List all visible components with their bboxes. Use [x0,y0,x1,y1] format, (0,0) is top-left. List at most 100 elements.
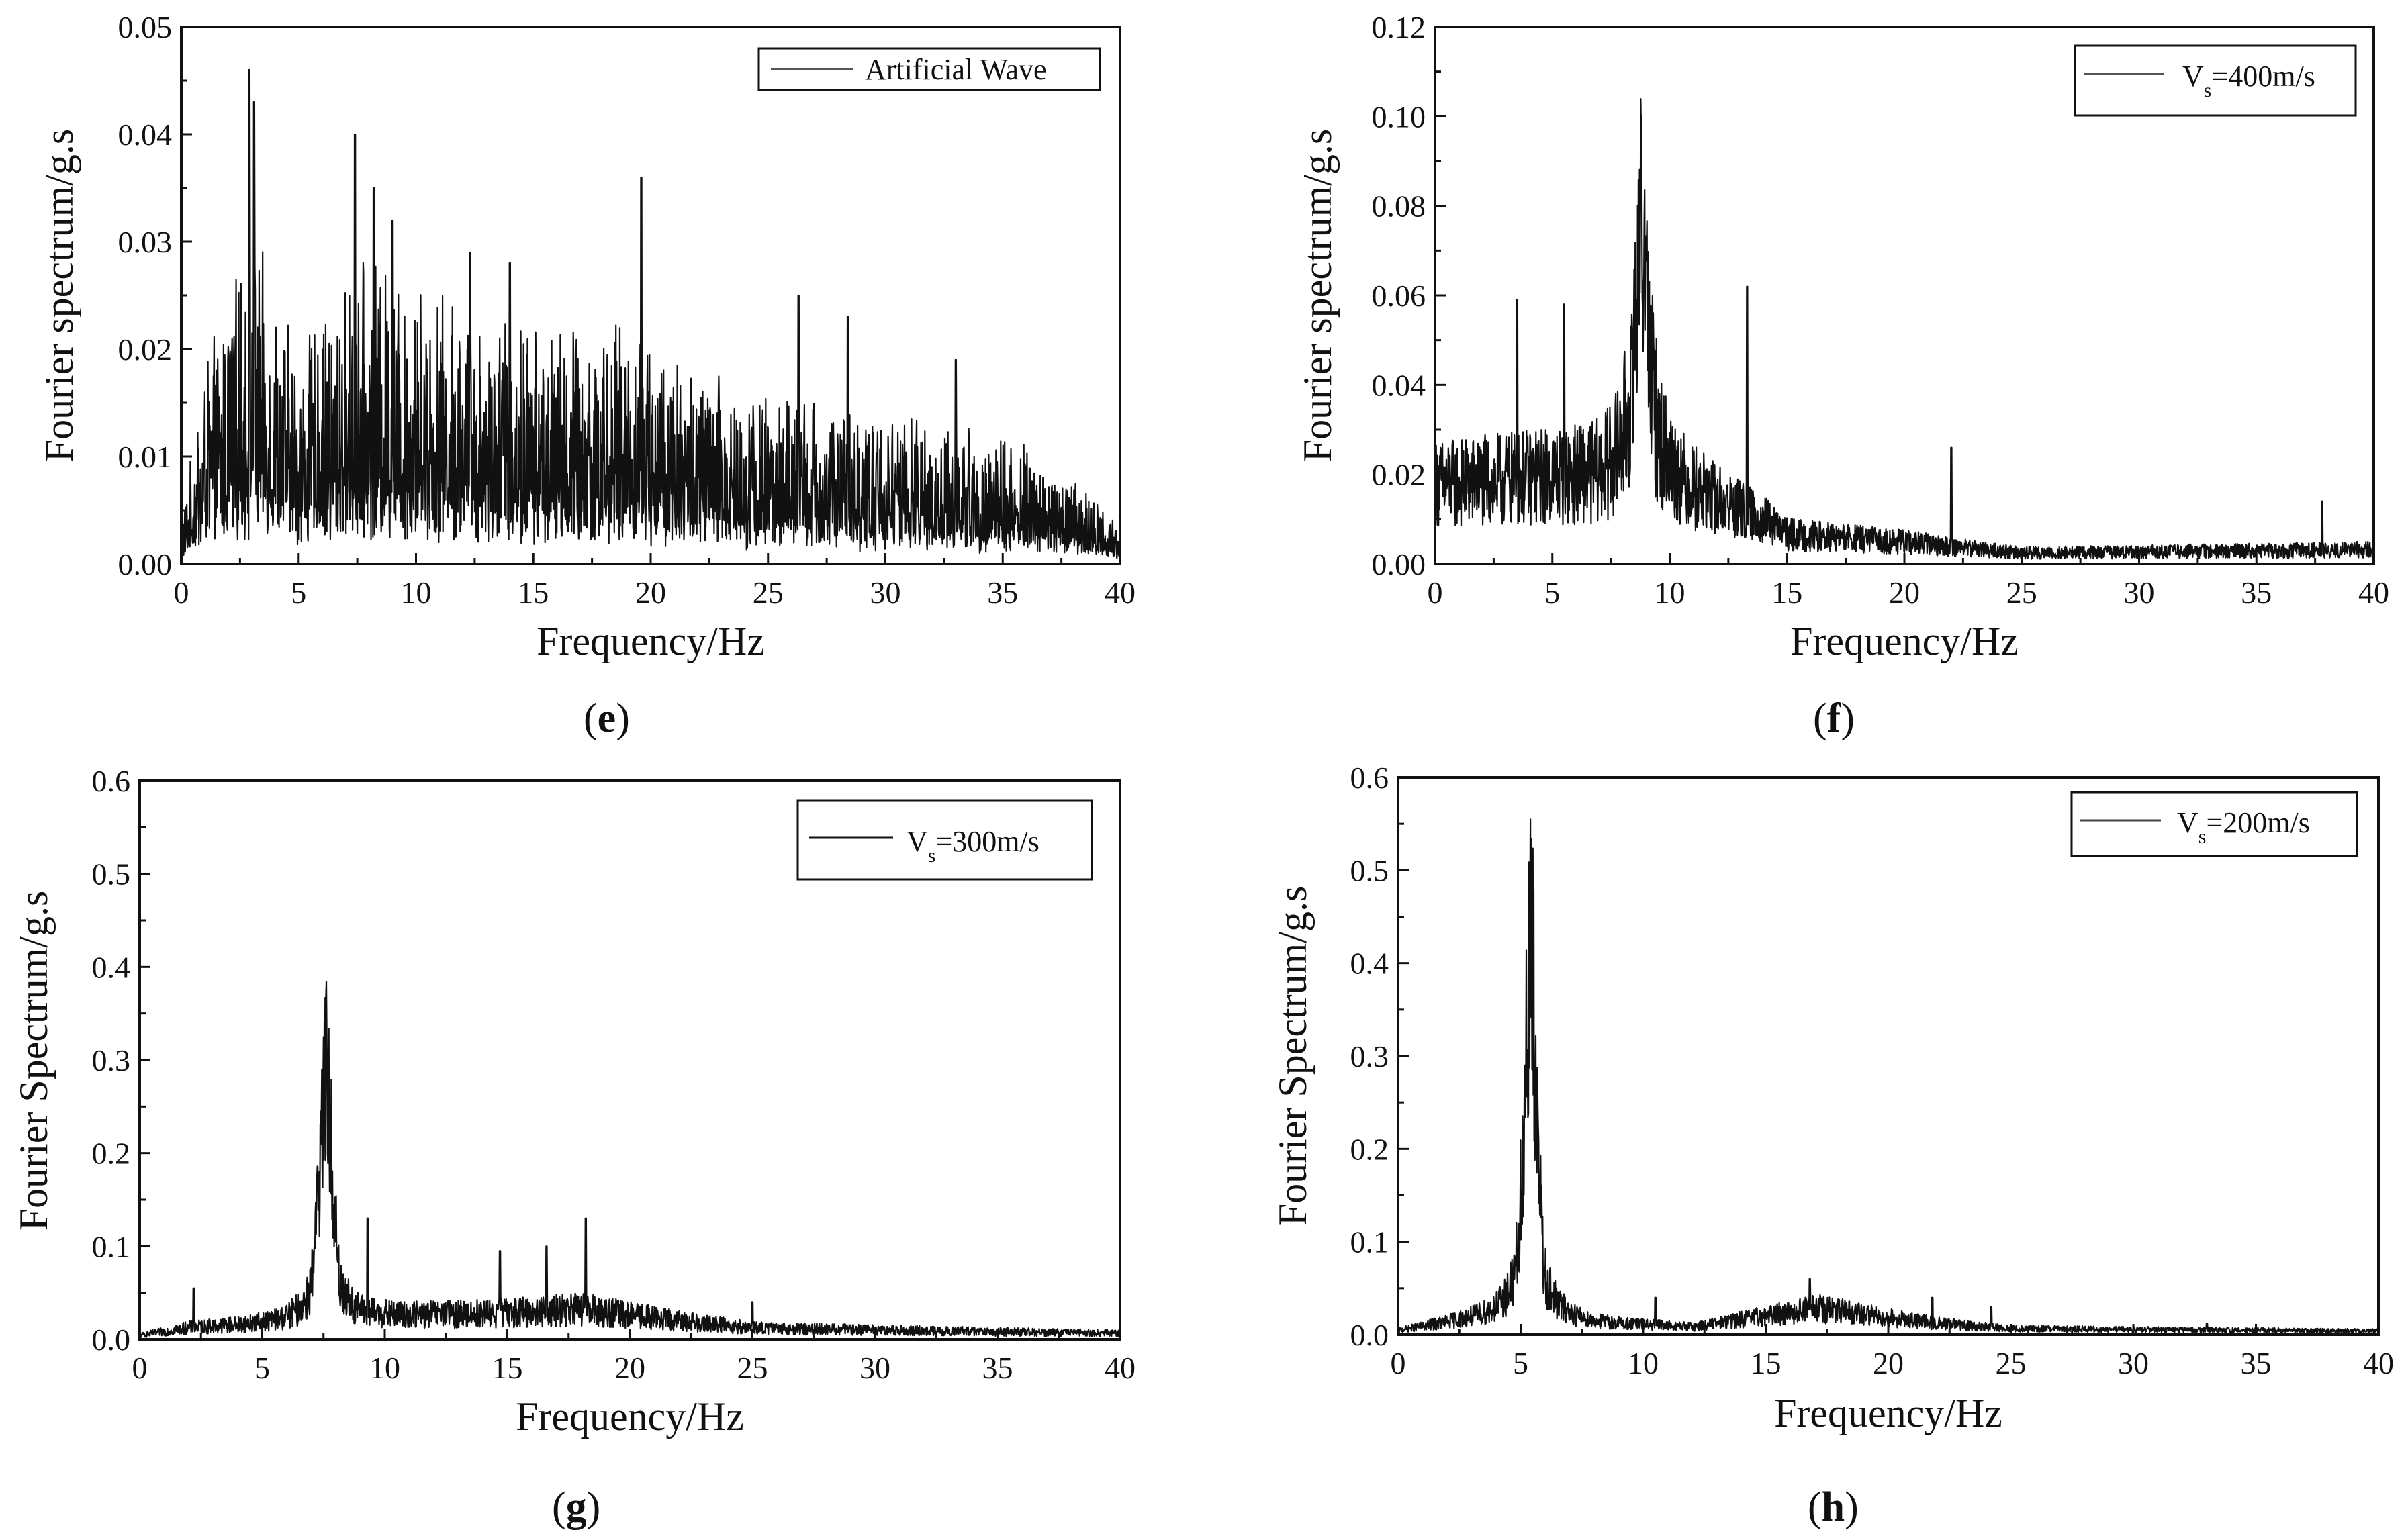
x-tick-label-e-2: 10 [401,575,432,610]
y-tick-label-e-1: 0.01 [118,440,173,474]
legend-label-h: Vs=200m/s [2177,806,2310,848]
x-tick-label-h-2: 10 [1628,1346,1659,1380]
x-tick-label-g-3: 15 [492,1351,523,1385]
y-tick-label-e-2: 0.02 [118,332,173,367]
legend-label-f: Vs=400m/s [2182,60,2315,101]
series-h [1397,818,2380,1334]
y-tick-label-h-1: 0.1 [1350,1225,1389,1259]
plot-frame-g [138,779,1121,1341]
chart-panel-g: 0 5 10 15 20 25 30 35 40 0.0 0.1 0.2 0.3 0.4 0.5 0.6 Fr… [11,764,1136,1530]
panel-label-g: (g) [552,1484,600,1530]
series-line-g [139,980,1121,1338]
x-tick-label-f-5: 25 [2006,575,2037,610]
x-tick-label-f-2: 10 [1655,575,1685,610]
x-axis-label-h: Frequency/Hz [1774,1391,2002,1435]
x-tick-label-e-4: 20 [635,575,666,610]
y-tick-label-g-6: 0.6 [92,764,131,798]
chart-panel-h: 0 5 10 15 20 25 30 35 40 0.0 0.1 0.2 0.3 0.4 0.5 0.6 Fr… [1270,761,2394,1530]
y-tick-label-h-6: 0.6 [1350,761,1389,795]
x-tick-label-e-8: 40 [1105,575,1136,610]
y-tick-label-f-0: 0.00 [1372,547,1426,581]
y-tick-label-g-5: 0.5 [92,857,131,892]
y-tick-label-g-4: 0.4 [92,950,131,984]
chart-panel-f: 0 5 10 15 20 25 30 35 40 0.00 0.02 0.04 0.06 0.08 0.10… [1295,10,2389,741]
y-tick-label-e-3: 0.03 [118,225,173,259]
x-tick-label-e-5: 25 [753,575,784,610]
series-g [139,980,1121,1338]
series-e [180,68,1121,559]
y-tick-label-f-6: 0.12 [1372,10,1426,44]
x-tick-label-f-7: 35 [2241,575,2272,610]
y-tick-label-g-1: 0.1 [92,1229,131,1263]
plot-frame-h [1397,776,2380,1336]
chart-panel-e: 0 5 10 15 20 25 30 35 40 0.00 0.01 0.02 0.03 0.04 0.05… [37,10,1136,741]
x-tick-label-h-8: 40 [2363,1346,2394,1380]
legend-e: Artificial Wave [757,47,1101,91]
y-tick-label-e-0: 0.00 [118,547,173,581]
series-line-e [180,68,1121,559]
x-tick-label-e-0: 0 [174,575,189,610]
legend-label-e: Artificial Wave [865,53,1047,86]
plot-frame-f [1434,26,2375,565]
legend-f: Vs=400m/s [2074,44,2357,117]
x-tick-label-f-1: 5 [1544,575,1560,610]
x-axis-label-f: Frequency/Hz [1790,619,2019,663]
y-axis-label-h: Fourier Spectrum/g.s [1270,886,1315,1227]
y-tick-label-e-4: 0.04 [118,117,173,152]
x-tick-label-g-5: 25 [737,1351,768,1385]
x-tick-label-g-0: 0 [132,1351,148,1385]
y-tick-label-h-2: 0.2 [1350,1132,1389,1166]
x-tick-label-g-8: 40 [1105,1351,1136,1385]
series-line-h [1397,818,2380,1334]
panel-label-f: (f) [1813,695,1855,741]
y-tick-label-h-4: 0.4 [1350,947,1389,981]
x-tick-label-f-6: 30 [2124,575,2155,610]
x-tick-label-g-7: 35 [982,1351,1013,1385]
y-tick-label-h-0: 0.0 [1350,1318,1389,1352]
legend-label-g: Vs=300m/s [907,825,1039,867]
x-tick-label-g-2: 10 [369,1351,400,1385]
x-axis-label-e: Frequency/Hz [537,619,765,663]
x-tick-label-f-0: 0 [1428,575,1443,610]
panel-label-h: (h) [1808,1484,1859,1530]
x-tick-label-g-1: 5 [254,1351,270,1385]
legend-g: Vs=300m/s [796,799,1093,881]
x-tick-label-h-4: 20 [1873,1346,1904,1380]
x-tick-label-f-4: 20 [1889,575,1920,610]
series-f [1434,98,2375,560]
y-axis-label-f: Fourier spectrum/g.s [1295,129,1340,463]
y-tick-label-h-3: 0.3 [1350,1039,1389,1073]
x-tick-label-h-3: 15 [1751,1346,1781,1380]
y-tick-label-e-5: 0.05 [118,10,173,44]
x-tick-label-g-6: 30 [860,1351,890,1385]
x-tick-label-g-4: 20 [614,1351,645,1385]
x-tick-label-e-7: 35 [987,575,1018,610]
y-tick-label-f-3: 0.06 [1372,279,1426,313]
y-axis-label-e: Fourier spectrum/g.s [37,129,81,463]
x-tick-label-h-0: 0 [1391,1346,1406,1380]
x-tick-label-e-3: 15 [518,575,549,610]
x-tick-label-e-6: 30 [870,575,901,610]
series-line-f [1434,98,2375,560]
y-tick-label-g-0: 0.0 [92,1323,131,1357]
x-tick-label-h-5: 25 [1996,1346,2027,1380]
x-axis-label-g: Frequency/Hz [516,1394,744,1439]
x-tick-label-h-6: 30 [2118,1346,2149,1380]
x-tick-label-f-3: 15 [1771,575,1802,610]
plot-frame-e [180,26,1121,565]
y-tick-label-g-3: 0.3 [92,1043,131,1077]
y-axis-label-g: Fourier Spectrum/g.s [11,891,56,1231]
y-tick-label-h-5: 0.5 [1350,853,1389,887]
legend-h: Vs=200m/s [2070,791,2358,857]
panel-label-e: (e) [584,695,630,741]
x-tick-label-h-7: 35 [2241,1346,2272,1380]
y-tick-label-f-5: 0.10 [1372,99,1426,134]
y-tick-label-f-1: 0.02 [1372,458,1426,492]
y-tick-label-f-4: 0.08 [1372,189,1426,224]
y-tick-label-f-2: 0.04 [1372,368,1426,402]
x-tick-label-f-8: 40 [2358,575,2389,610]
x-tick-label-e-1: 5 [291,575,306,610]
y-tick-label-g-2: 0.2 [92,1137,131,1171]
x-tick-label-h-1: 5 [1513,1346,1528,1380]
